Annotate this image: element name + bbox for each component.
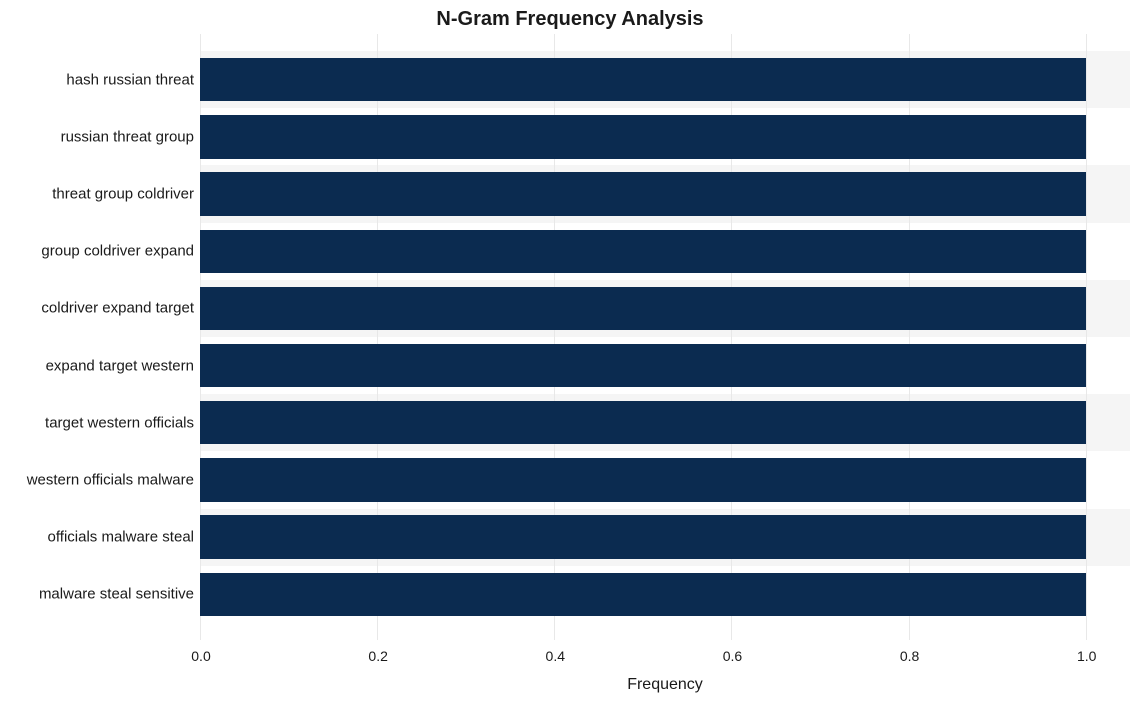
- y-tick-label: officials malware steal: [48, 529, 200, 546]
- y-tick-label: hash russian threat: [66, 71, 200, 88]
- x-gridline: 1.0: [1086, 34, 1087, 640]
- y-tick-label: russian threat group: [61, 128, 200, 145]
- chart-title: N-Gram Frequency Analysis: [0, 8, 1140, 31]
- ngram-frequency-chart: N-Gram Frequency Analysis 0.00.20.40.60.…: [0, 0, 1140, 701]
- x-tick-label: 0.4: [546, 648, 565, 664]
- y-tick-label: malware steal sensitive: [39, 586, 200, 603]
- y-tick-label: threat group coldriver: [52, 186, 200, 203]
- x-tick-label: 0.6: [723, 648, 742, 664]
- bar: [200, 230, 1086, 273]
- y-tick-label: expand target western: [46, 357, 200, 374]
- bar: [200, 401, 1086, 444]
- bar: [200, 515, 1086, 558]
- bar: [200, 344, 1086, 387]
- y-tick-label: target western officials: [45, 414, 200, 431]
- y-tick-label: western officials malware: [27, 471, 200, 488]
- bar: [200, 172, 1086, 215]
- bar: [200, 287, 1086, 330]
- y-tick-label: group coldriver expand: [41, 243, 200, 260]
- bar: [200, 458, 1086, 501]
- x-tick-label: 0.2: [368, 648, 387, 664]
- x-tick-label: 0.8: [900, 648, 919, 664]
- bar: [200, 58, 1086, 101]
- x-axis-label: Frequency: [200, 676, 1130, 694]
- plot-area: 0.00.20.40.60.81.0hash russian threatrus…: [200, 34, 1130, 640]
- x-tick-label: 1.0: [1077, 648, 1096, 664]
- y-tick-label: coldriver expand target: [41, 300, 200, 317]
- bar: [200, 115, 1086, 158]
- bar: [200, 573, 1086, 616]
- x-tick-label: 0.0: [191, 648, 210, 664]
